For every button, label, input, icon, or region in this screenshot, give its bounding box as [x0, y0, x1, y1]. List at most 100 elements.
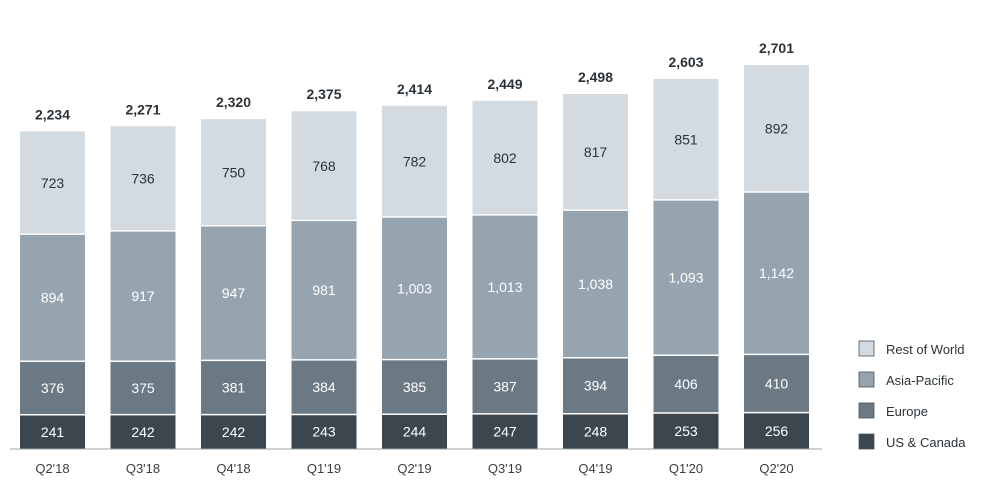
- bar-rest-of-world-q4-18: [201, 119, 266, 226]
- total-label-q1-19: 2,375: [306, 86, 341, 102]
- data-label-rest-of-world-q2-19: 782: [403, 153, 427, 169]
- legend-label-us-canada: US & Canada: [886, 435, 966, 450]
- bar-rest-of-world-q3-18: [110, 126, 176, 231]
- bar-asia-pacific-q1-20: [653, 199, 719, 356]
- bar-us-canada-q4-19: [563, 413, 628, 449]
- data-label-europe-q4-19: 394: [584, 378, 608, 394]
- data-label-us-canada-q2-19: 244: [403, 424, 427, 440]
- bar-europe-q3-19: [472, 358, 538, 414]
- bar-asia-pacific-q4-18: [201, 225, 266, 361]
- legend-swatch-rest-of-world: [858, 340, 875, 357]
- totals-group: 2,234 2,271 2,320 2,375 2,414 2,449 2,498 2,603…: [35, 40, 794, 122]
- bar-rest-of-world-q2-19: [382, 105, 447, 217]
- data-label-rest-of-world-q4-18: 750: [222, 164, 246, 180]
- bar-rest-of-world-q1-20: [653, 78, 719, 200]
- total-label-q4-19: 2,498: [578, 69, 613, 85]
- bar-us-canada-q1-20: [653, 413, 719, 449]
- bar-rest-of-world-q4-19: [563, 94, 628, 211]
- legend-swatch-europe: [858, 402, 875, 419]
- data-label-europe-q3-19: 387: [493, 378, 517, 394]
- data-label-rest-of-world-q1-20: 851: [674, 131, 698, 147]
- bar-us-canada-q2-20: [744, 412, 809, 449]
- total-label-q3-18: 2,271: [125, 101, 160, 117]
- bar-europe-q1-19: [291, 359, 357, 415]
- x-tick-label-q4-19: Q4'19: [578, 461, 612, 476]
- total-label-q2-20: 2,701: [759, 40, 794, 56]
- bar-us-canada-q3-19: [472, 413, 538, 449]
- bar-europe-q2-20: [744, 354, 809, 413]
- data-label-rest-of-world-q2-20: 892: [765, 121, 789, 137]
- bar-europe-q4-18: [201, 360, 266, 415]
- legend-label-asia-pacific: Asia-Pacific: [886, 373, 954, 388]
- x-tick-label-q1-20: Q1'20: [669, 461, 703, 476]
- data-label-europe-q3-18: 375: [131, 380, 155, 396]
- bar-us-canada-q2-19: [382, 414, 447, 449]
- bar-us-canada-q4-18: [201, 414, 266, 449]
- legend-swatch-asia-pacific: [858, 371, 875, 388]
- legend-label-rest-of-world: Rest of World: [886, 342, 965, 357]
- data-label-us-canada-q4-19: 248: [584, 423, 608, 439]
- data-label-rest-of-world-q3-19: 802: [493, 150, 517, 166]
- data-label-us-canada-q1-19: 243: [312, 424, 336, 440]
- data-label-rest-of-world-q2-18: 723: [41, 175, 65, 191]
- bar-europe-q1-20: [653, 355, 719, 414]
- data-label-us-canada-q1-20: 253: [674, 423, 698, 439]
- data-label-asia-pacific-q1-20: 1,093: [668, 270, 703, 286]
- bar-asia-pacific-q4-19: [563, 210, 628, 358]
- bar-europe-q2-19: [382, 359, 447, 415]
- x-tick-label-q3-19: Q3'19: [488, 461, 522, 476]
- data-label-us-canada-q3-19: 247: [493, 423, 517, 439]
- x-tick-labels: Q2'18 Q3'18 Q4'18 Q1'19 Q2'19 Q3'19 Q4'19 Q1'20…: [35, 461, 793, 476]
- bar-rest-of-world-q3-19: [472, 100, 538, 215]
- data-label-rest-of-world-q1-19: 768: [312, 158, 336, 174]
- x-tick-label-q2-19: Q2'19: [397, 461, 431, 476]
- data-label-asia-pacific-q4-18: 947: [222, 285, 246, 301]
- data-label-us-canada-q2-18: 241: [41, 424, 65, 440]
- bar-asia-pacific-q3-19: [472, 214, 538, 359]
- bar-us-canada-q3-18: [110, 414, 176, 449]
- bar-rest-of-world-q2-18: [20, 131, 85, 235]
- data-label-rest-of-world-q4-19: 817: [584, 144, 608, 160]
- bar-asia-pacific-q1-19: [291, 220, 357, 360]
- bar-rest-of-world-q2-20: [744, 65, 809, 192]
- legend-label-europe: Europe: [886, 404, 928, 419]
- data-label-asia-pacific-q2-19: 1,003: [397, 280, 432, 296]
- data-label-rest-of-world-q3-18: 736: [131, 171, 155, 187]
- bars-group: 241 376 894 723 242 375 917 736 242 381 947 750 243 3…: [20, 65, 809, 449]
- bar-us-canada-q2-18: [20, 414, 85, 449]
- data-label-us-canada-q3-18: 242: [131, 424, 155, 440]
- data-label-asia-pacific-q3-19: 1,013: [487, 279, 522, 295]
- data-label-asia-pacific-q4-19: 1,038: [578, 276, 613, 292]
- data-label-asia-pacific-q2-20: 1,142: [759, 265, 794, 281]
- data-label-europe-q1-20: 406: [674, 376, 698, 392]
- data-label-europe-q2-20: 410: [765, 375, 789, 391]
- data-label-us-canada-q2-20: 256: [765, 423, 789, 439]
- legend-swatch-us-canada: [858, 433, 875, 450]
- data-label-europe-q1-19: 384: [312, 379, 336, 395]
- bar-asia-pacific-q2-20: [744, 191, 809, 355]
- bar-rest-of-world-q1-19: [291, 111, 357, 221]
- data-label-europe-q4-18: 381: [222, 380, 246, 396]
- data-label-europe-q2-19: 385: [403, 379, 427, 395]
- bar-asia-pacific-q2-19: [382, 216, 447, 360]
- data-label-us-canada-q4-18: 242: [222, 424, 246, 440]
- total-label-q3-19: 2,449: [487, 76, 522, 92]
- data-label-asia-pacific-q1-19: 981: [312, 282, 336, 298]
- x-tick-label-q2-18: Q2'18: [35, 461, 69, 476]
- bar-europe-q4-19: [563, 357, 628, 414]
- legend: Rest of World Asia-Pacific Europe US & Cana…: [858, 340, 966, 450]
- data-label-europe-q2-18: 376: [41, 380, 65, 396]
- bar-asia-pacific-q2-18: [20, 234, 85, 362]
- total-label-q2-19: 2,414: [397, 81, 432, 97]
- data-label-asia-pacific-q3-18: 917: [131, 288, 155, 304]
- x-tick-label-q4-18: Q4'18: [216, 461, 250, 476]
- bar-us-canada-q1-19: [291, 414, 357, 449]
- total-label-q2-18: 2,234: [35, 106, 70, 122]
- x-tick-label-q1-19: Q1'19: [307, 461, 341, 476]
- total-label-q4-18: 2,320: [216, 94, 251, 110]
- total-label-q1-20: 2,603: [668, 54, 703, 70]
- x-tick-label-q3-18: Q3'18: [126, 461, 160, 476]
- x-tick-label-q2-20: Q2'20: [759, 461, 793, 476]
- bar-europe-q2-18: [20, 361, 85, 415]
